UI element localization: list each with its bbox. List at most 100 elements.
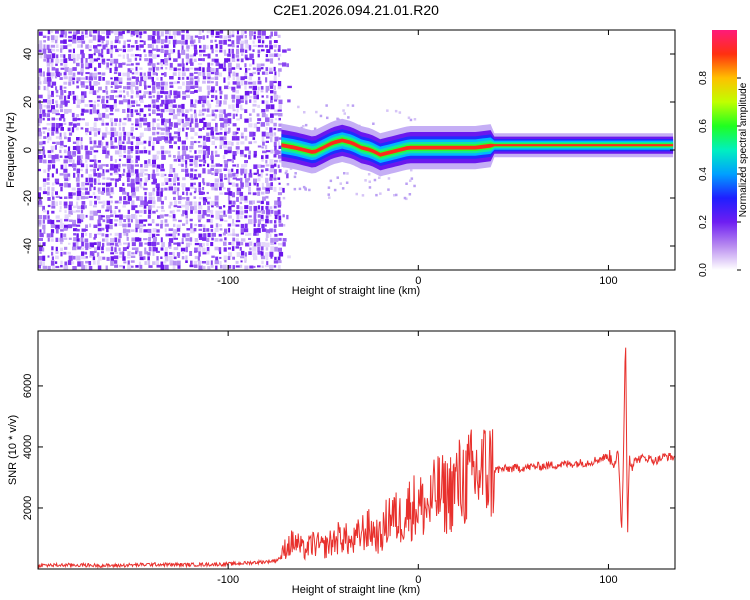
heatmap-noise-cell [223,49,227,54]
heatmap-noise-cell [118,72,122,76]
heatmap-noise-cell [97,72,101,75]
heatmap-noise-cell [194,242,200,246]
heatmap-noise-cell [127,94,130,97]
heatmap-noise-cell [89,183,93,188]
heatmap-noise-cell [147,177,151,181]
heatmap-noise-cell [64,196,68,199]
heatmap-noise-cell [148,196,153,201]
heatmap-noise-cell [244,63,247,68]
heatmap-noise-cell [122,182,125,186]
heatmap-noise-cell [81,181,85,187]
heatmap-noise-cell [130,34,134,37]
heatmap-noise-cell [110,122,114,127]
heatmap-noise-cell [84,91,87,97]
heatmap-noise-cell [81,265,86,270]
heatmap-noise-cell [89,242,95,248]
heatmap-noise-cell [139,182,142,188]
heatmap-noise-cell [198,149,203,154]
heatmap-noise-cell [274,159,278,163]
heatmap-noise-cell [214,136,219,141]
heatmap-noise-cell [68,68,73,73]
heatmap-noise-cell [244,39,248,44]
heatmap-noise-cell [122,205,126,208]
heatmap-noise-cell [114,122,118,126]
heatmap-noise-cell [164,122,167,127]
heatmap-noise-cell [144,58,149,62]
heatmap-noise-cell [185,127,190,130]
heatmap-noise-cell [72,39,77,44]
heatmap-noise-cell [59,155,63,158]
heatmap-noise-cell [101,122,105,126]
heatmap-noise-cell [101,136,105,140]
heatmap-noise-cell [227,159,232,162]
heatmap-noise-cell [106,104,110,108]
heatmap-noise-cell [241,136,244,139]
heatmap-noise-cell [97,128,101,133]
heatmap-noise-cell [223,40,227,45]
heatmap-noise-cell [252,49,255,52]
heatmap-noise-cell [68,31,72,34]
heatmap-noise-cell [73,255,76,260]
heatmap-noise-cell [273,228,277,233]
heatmap-noise-cell [193,173,197,180]
heatmap-noise-cell [39,145,43,148]
heatmap-noise-cell [181,49,186,55]
heatmap-noise-cell [85,260,89,264]
heatmap-noise-cell [172,191,176,195]
heatmap-noise-cell [110,85,113,88]
heatmap-noise-cell [81,108,85,113]
heatmap-noise-cell [177,68,182,71]
heatmap-noise-cell [224,113,228,118]
heatmap-noise-cell [50,72,55,77]
heatmap-marks [38,30,674,270]
heatmap-noise-cell [139,54,142,58]
heatmap-noise-cell [97,195,101,201]
heatmap-noise-cell [89,85,94,91]
heatmap-noise-cell [248,173,253,178]
heatmap-noise-cell [176,91,181,96]
heatmap-noise-cell [256,210,261,213]
heatmap-noise-cell [277,57,280,61]
heatmap-noise-cell [249,35,252,40]
heatmap-noise-cell [223,160,229,164]
heatmap-noise-cell [67,95,70,99]
heatmap-noise-cell [60,260,63,265]
heatmap-noise-cell [173,34,176,39]
heatmap-noise-cell [274,145,277,151]
heatmap-noise-cell [39,72,43,77]
heatmap-noise-cell [152,89,156,94]
heatmap-noise-cell [236,205,240,210]
heatmap-noise-cell [207,232,211,238]
heatmap-noise-cell [97,160,101,163]
heatmap-noise-cell [236,187,242,192]
heatmap-noise-cell [93,53,96,56]
heatmap-noise-cell [97,219,101,224]
heatmap-noise-cell [151,81,156,86]
heatmap-noise-cell [193,191,196,194]
heatmap-noise-cell [127,264,132,270]
heatmap-noise-cell [278,237,282,241]
heatmap-noise-cell [76,145,81,152]
heatmap-noise-cell [278,169,282,173]
heatmap-noise-cell [168,178,172,182]
heatmap-noise-cell [42,159,47,164]
heatmap-noise-cell [139,227,143,233]
heatmap-sparse-cell [346,104,350,107]
heatmap-noise-cell [97,227,102,232]
heatmap-noise-cell [161,123,165,126]
heatmap-noise-cell [122,173,125,176]
heatmap-noise-cell [244,265,249,270]
heatmap-noise-cell [172,31,177,35]
heatmap-noise-cell [277,140,280,145]
heatmap-noise-cell [135,118,139,124]
heatmap-noise-cell [165,35,168,41]
heatmap-noise-cell [210,62,214,66]
heatmap-noise-cell [214,58,219,63]
heatmap-noise-cell [164,57,168,63]
heatmap-noise-cell [194,118,198,123]
heatmap-noise-cell [168,122,173,127]
heatmap-noise-cell [224,174,227,177]
heatmap-noise-cell [232,200,236,205]
heatmap-noise-cell [42,247,45,252]
heatmap-noise-cell [273,90,277,95]
